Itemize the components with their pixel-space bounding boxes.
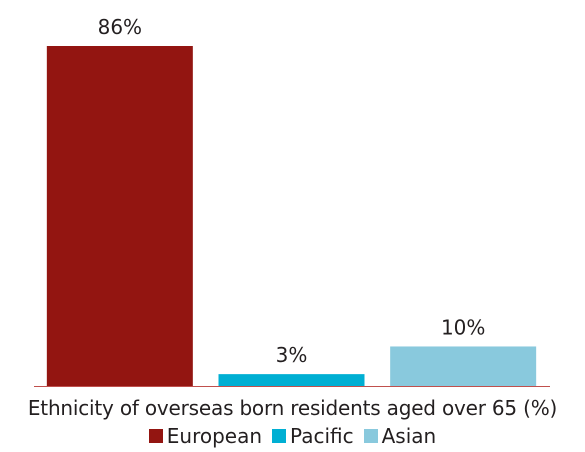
bar-chart: 86% 3% 10% — [34, 15, 550, 387]
legend-swatch-asian — [363, 429, 378, 443]
x-axis-label: Ethnicity of overseas born residents age… — [27, 396, 558, 420]
legend: European Pacific Asian — [0, 424, 585, 448]
data-label-asian: 10% — [441, 315, 485, 339]
legend-swatch-european — [148, 429, 163, 443]
legend-item-european: European — [148, 424, 263, 448]
data-label-pacific: 3% — [276, 343, 308, 367]
legend-label-pacific: Pacific — [290, 424, 354, 448]
legend-swatch-pacific — [272, 429, 287, 443]
legend-label-european: European — [166, 424, 263, 448]
legend-label-asian: Asian — [381, 424, 437, 448]
data-label-european: 86% — [98, 15, 142, 39]
bar-pacific — [218, 374, 365, 386]
bar-european — [46, 46, 193, 386]
legend-item-pacific: Pacific — [272, 424, 354, 448]
legend-item-asian: Asian — [363, 424, 437, 448]
bar-asian — [390, 346, 537, 386]
